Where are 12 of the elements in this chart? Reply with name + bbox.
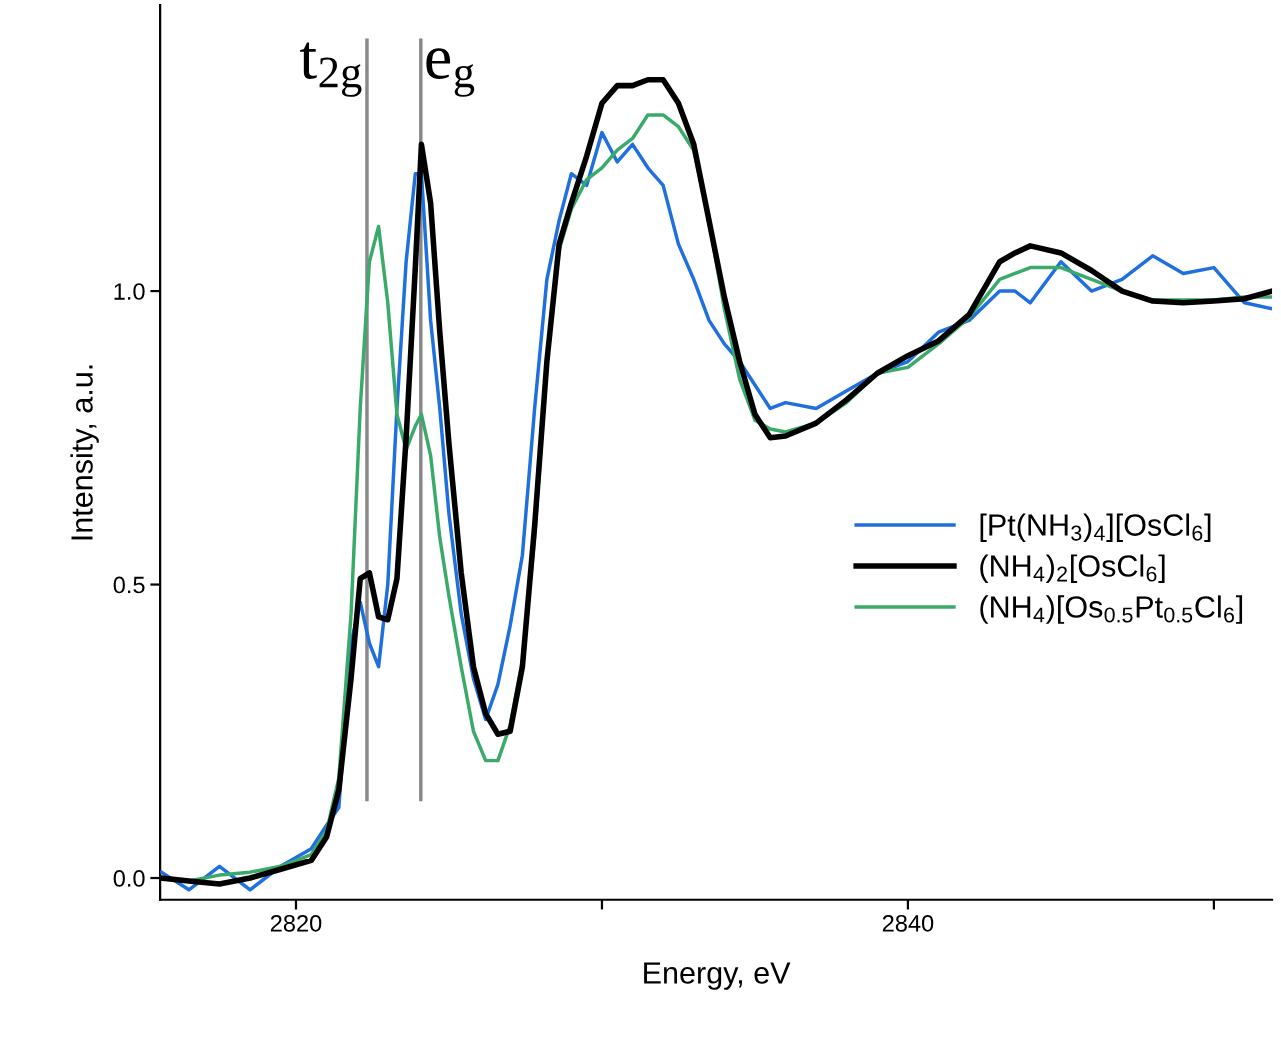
ref-line-label: t$_{2g}$ <box>300 42 362 97</box>
ref-line-label: e$_{g}$ <box>426 48 475 97</box>
y-tick-label: 1.0 <box>114 283 145 300</box>
y-tick-label: 0.0 <box>113 870 145 887</box>
x-tick-label: 2820 <box>270 914 322 932</box>
y-tick-label: 0.5 <box>113 576 145 594</box>
text: (NH$_{4}$)[Os$_{0.5}$Pt$_{0.5}$Cl$_{6}$] <box>980 595 1243 624</box>
y-axis-title: Intensity, a.u. <box>70 365 99 540</box>
legend-label: (NH$_{4}$)$_{2}$[OsCl$_{6}$] <box>980 554 1165 583</box>
x-tick-label: 2840 <box>882 914 934 932</box>
x-axis-title: Energy, eV <box>644 962 791 990</box>
legend-label: [Pt(NH$_{3}$)$_{4}$][OsCl$_{6}$] <box>980 513 1211 542</box>
